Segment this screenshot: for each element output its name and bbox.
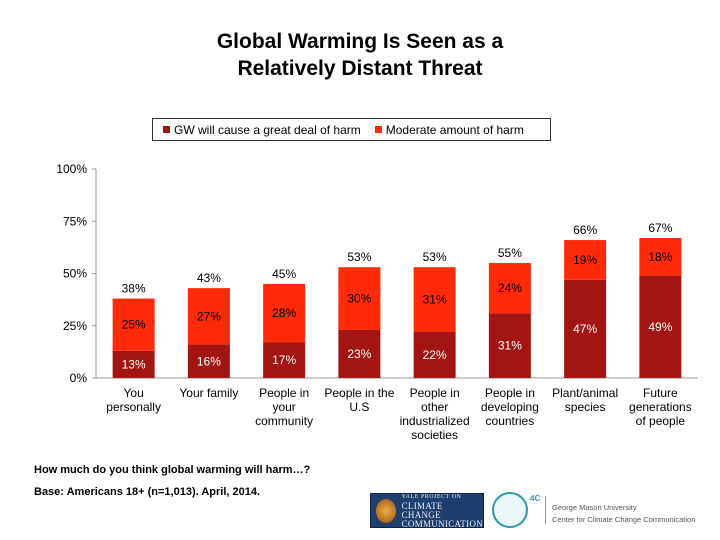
gmu-logo-mark: 4C (530, 494, 541, 503)
bar-segment-moderate (338, 267, 381, 330)
gmu-logo-line-2: Center for Climate Change Communication (552, 515, 696, 524)
y-tick-label: 0% (70, 371, 88, 385)
globe-icon (492, 492, 528, 528)
x-category-label: Your family (179, 386, 238, 400)
data-label-total: 66% (573, 223, 597, 237)
data-label-moderate: 24% (498, 281, 522, 295)
x-category-label: People in other industrialized societies (400, 386, 470, 442)
bar-segment-great-deal (263, 342, 306, 378)
bar-segment-great-deal (112, 350, 155, 378)
yale-logo-line-3: COMMUNICATION (401, 518, 483, 529)
gmu-logo-line-1: George Mason University (552, 503, 637, 512)
legend-label-great-deal: GW will cause a great deal of harm (174, 122, 361, 137)
seal-icon (376, 498, 396, 523)
legend-label-moderate: Moderate amount of harm (385, 122, 524, 137)
legend-item-moderate: Moderate amount of harm (374, 122, 524, 137)
data-label-great-deal: 22% (423, 348, 447, 362)
title-line-2: Relatively Distant Threat (237, 57, 483, 80)
logo-divider (545, 496, 546, 524)
legend: GW will cause a great deal of harm Moder… (152, 118, 551, 141)
yale-logo-line-2: CLIMATE CHANGE (401, 500, 443, 520)
data-label-total: 38% (122, 282, 146, 296)
legend-swatch-moderate (374, 126, 382, 133)
x-category-label: People in developing countries (481, 386, 539, 428)
data-label-great-deal: 17% (272, 353, 296, 367)
y-tick-label: 25% (63, 319, 87, 333)
data-label-great-deal: 49% (648, 320, 672, 334)
x-category-label: People in the U.S (324, 386, 394, 414)
yale-logo-text: YALE PROJECT ON CLIMATE CHANGE COMMUNICA… (402, 493, 483, 529)
bar-segment-moderate (112, 298, 155, 351)
legend-swatch-great-deal (163, 126, 170, 133)
data-label-moderate: 19% (573, 253, 597, 267)
y-tick-label: 75% (63, 214, 87, 228)
title-line-1: Global Warming Is Seen as a (216, 30, 504, 53)
data-label-total: 67% (648, 221, 672, 235)
footnote-question: How much do you think global warming wil… (34, 464, 311, 476)
yale-climate-logo: YALE PROJECT ON CLIMATE CHANGE COMMUNICA… (370, 493, 484, 528)
gmu-logo-text: George Mason University Center for Clima… (552, 502, 695, 526)
legend-item-great-deal: GW will cause a great deal of harm (163, 123, 361, 137)
bar-segment-great-deal (413, 332, 456, 378)
bar-segment-great-deal (338, 329, 381, 378)
yale-logo-line-1: YALE PROJECT ON (401, 493, 462, 500)
x-category-label: People in your community (255, 386, 313, 428)
x-category-label: Plant/animal species (552, 386, 618, 414)
data-label-total: 45% (272, 267, 296, 281)
data-label-total: 53% (423, 250, 447, 264)
data-label-moderate: 28% (272, 306, 296, 320)
bar-segment-great-deal (564, 279, 607, 378)
y-tick-label: 50% (63, 267, 87, 281)
bar-segment-moderate (639, 237, 682, 276)
data-label-moderate: 30% (347, 292, 371, 306)
bar-segment-great-deal (187, 344, 230, 378)
data-label-total: 43% (197, 271, 221, 285)
data-label-total: 55% (498, 246, 522, 260)
data-label-great-deal: 23% (347, 347, 371, 361)
footnote-base: Base: Americans 18+ (n=1,013). April, 20… (34, 486, 261, 498)
bar-segment-great-deal (639, 275, 682, 378)
bar-segment-great-deal (488, 313, 531, 378)
data-label-great-deal: 31% (498, 339, 522, 353)
bar-segment-moderate (488, 263, 531, 314)
bar-segment-moderate (187, 288, 230, 345)
x-category-label: You personally (106, 386, 161, 414)
data-label-moderate: 18% (648, 250, 672, 264)
data-label-moderate: 31% (423, 293, 447, 307)
data-label-total: 53% (347, 250, 371, 264)
bar-segment-moderate (564, 240, 607, 280)
bar-segment-moderate (263, 283, 306, 343)
bar-segment-moderate (413, 267, 456, 333)
data-label-moderate: 27% (197, 309, 221, 323)
data-label-great-deal: 13% (122, 357, 146, 371)
x-category-label: Future generations of people (629, 386, 692, 428)
y-tick-label: 100% (56, 162, 87, 176)
chart-title: Global Warming Is Seen as a Relatively D… (0, 28, 720, 82)
data-label-great-deal: 16% (197, 354, 221, 368)
data-label-great-deal: 47% (573, 322, 597, 336)
data-label-moderate: 25% (122, 318, 146, 332)
